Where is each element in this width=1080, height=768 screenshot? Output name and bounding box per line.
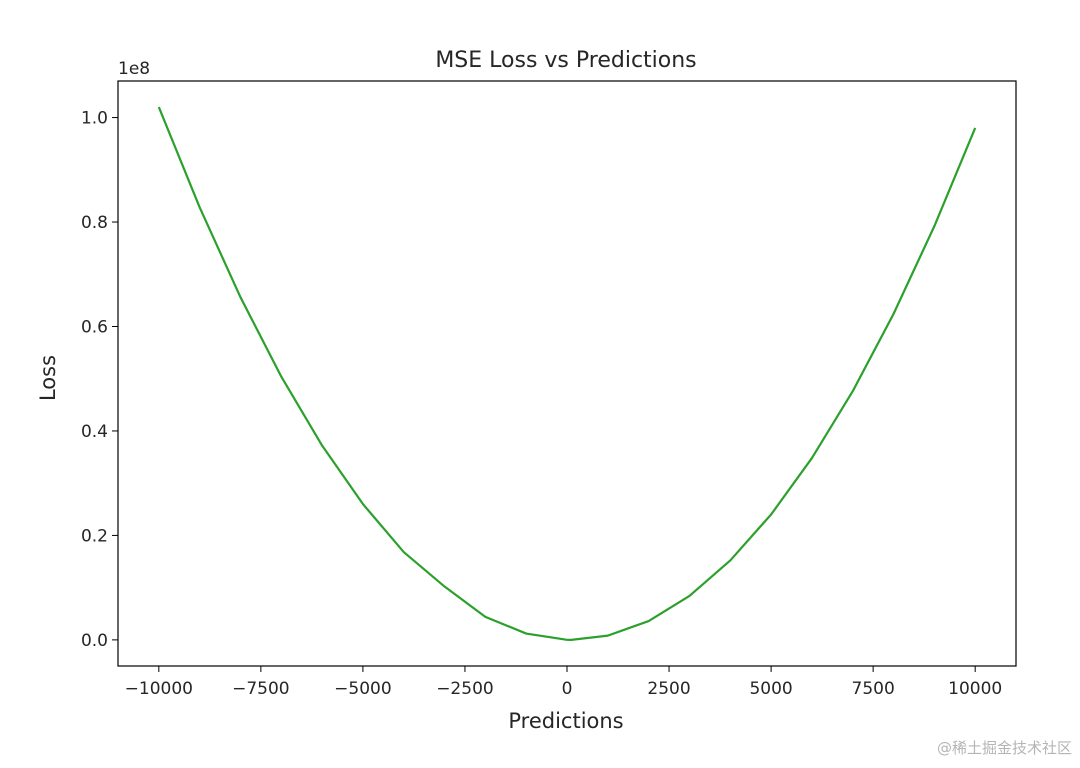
y-tick-label: 0.4 bbox=[81, 422, 108, 442]
y-axis-ticks: 0.0 0.2 0.4 0.6 0.8 1.0 bbox=[81, 109, 118, 651]
x-tick-label: 0 bbox=[562, 679, 573, 699]
x-tick-label: −10000 bbox=[125, 679, 193, 699]
x-axis-label: Predictions bbox=[508, 709, 623, 733]
y-tick-label: 0.2 bbox=[81, 526, 108, 546]
x-tick-label: 10000 bbox=[948, 679, 1002, 699]
x-tick-label: 2500 bbox=[647, 679, 690, 699]
plot-area bbox=[117, 80, 1017, 667]
y-tick-label: 0.0 bbox=[81, 631, 108, 651]
y-axis-offset-text: 1e8 bbox=[118, 59, 150, 79]
x-tick-label: −5000 bbox=[334, 679, 392, 699]
x-tick-label: −7500 bbox=[232, 679, 290, 699]
y-axis-label: Loss bbox=[36, 355, 60, 401]
x-tick-label: −2500 bbox=[436, 679, 494, 699]
watermark-text: @稀土掘金技术社区 bbox=[936, 739, 1072, 757]
chart-title: MSE Loss vs Predictions bbox=[435, 48, 696, 73]
x-tick-label: 7500 bbox=[852, 679, 895, 699]
x-axis-ticks: −10000 −7500 −5000 −2500 0 2500 5000 7500 10000 bbox=[125, 666, 1002, 699]
y-tick-label: 0.6 bbox=[81, 317, 108, 337]
series-line-0 bbox=[157, 106, 977, 641]
axes-frame bbox=[117, 80, 1017, 667]
y-tick-label: 0.8 bbox=[81, 213, 108, 233]
y-tick-label: 1.0 bbox=[81, 109, 108, 129]
x-tick-label: 5000 bbox=[749, 679, 792, 699]
